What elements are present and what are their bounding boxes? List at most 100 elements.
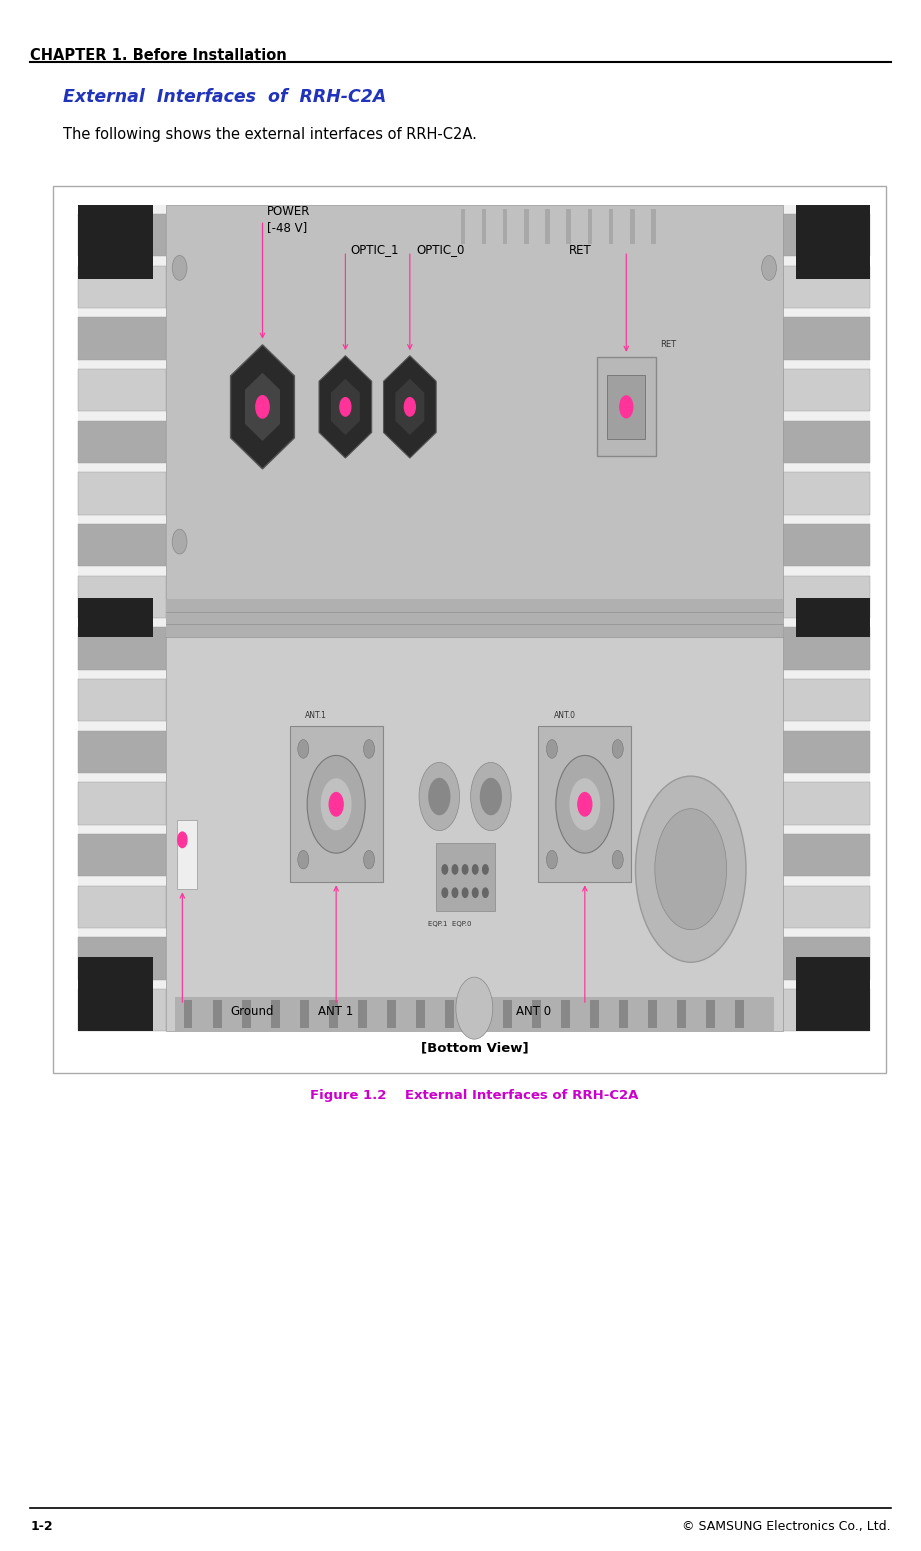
Bar <box>78 420 166 464</box>
Bar <box>387 1000 395 1028</box>
Bar <box>503 1000 511 1028</box>
Circle shape <box>620 396 633 417</box>
Bar <box>607 375 646 439</box>
Circle shape <box>329 793 344 816</box>
Circle shape <box>612 740 624 758</box>
Text: External  Interfaces  of  RRH-C2A: External Interfaces of RRH-C2A <box>63 88 386 107</box>
Text: ANT.1: ANT.1 <box>305 710 327 720</box>
Bar <box>783 627 870 670</box>
Bar <box>590 1000 599 1028</box>
Text: ANT.0: ANT.0 <box>554 710 576 720</box>
Circle shape <box>635 776 746 962</box>
Circle shape <box>462 889 468 898</box>
Bar <box>619 1000 628 1028</box>
Circle shape <box>297 850 309 869</box>
Circle shape <box>172 256 187 281</box>
Bar <box>78 731 166 772</box>
Bar <box>503 209 507 244</box>
Bar <box>78 473 166 515</box>
Text: ANT 0: ANT 0 <box>516 1005 551 1017</box>
Bar <box>78 834 166 876</box>
Circle shape <box>483 889 488 898</box>
Bar <box>545 209 550 244</box>
Circle shape <box>364 850 375 869</box>
Text: OPTIC_0: OPTIC_0 <box>416 244 465 256</box>
Bar <box>783 318 870 360</box>
Circle shape <box>612 850 624 869</box>
Circle shape <box>452 889 458 898</box>
Bar <box>783 834 870 876</box>
Bar <box>630 209 635 244</box>
Text: Ground: Ground <box>230 1005 274 1017</box>
Bar <box>783 886 870 927</box>
Bar <box>358 1000 367 1028</box>
Bar <box>329 1000 337 1028</box>
Bar <box>78 627 166 670</box>
Circle shape <box>456 977 493 1039</box>
Bar <box>445 1000 453 1028</box>
Bar <box>783 524 870 566</box>
Text: CHAPTER 1. Before Installation: CHAPTER 1. Before Installation <box>30 48 287 64</box>
Bar <box>706 1000 715 1028</box>
Bar <box>184 1000 192 1028</box>
Circle shape <box>442 865 448 875</box>
Bar <box>271 1000 280 1028</box>
Polygon shape <box>383 355 437 458</box>
Text: 1-2: 1-2 <box>30 1520 53 1532</box>
Text: ANT 1: ANT 1 <box>318 1005 353 1017</box>
Polygon shape <box>319 355 372 458</box>
Circle shape <box>577 793 592 816</box>
Bar <box>539 726 631 883</box>
Bar <box>783 369 870 411</box>
Circle shape <box>471 763 511 831</box>
Bar <box>78 369 166 411</box>
Circle shape <box>404 397 415 416</box>
Circle shape <box>462 865 468 875</box>
Bar <box>566 209 571 244</box>
Bar <box>735 1000 743 1028</box>
Circle shape <box>472 865 478 875</box>
Polygon shape <box>331 378 360 434</box>
Bar <box>242 1000 251 1028</box>
Bar <box>783 214 870 256</box>
Bar <box>78 886 166 927</box>
Text: © SAMSUNG Electronics Co., Ltd.: © SAMSUNG Electronics Co., Ltd. <box>682 1520 891 1532</box>
Text: Figure 1.2    External Interfaces of RRH-C2A: Figure 1.2 External Interfaces of RRH-C2… <box>310 1089 638 1101</box>
Text: OPTIC_1: OPTIC_1 <box>350 244 399 256</box>
Bar <box>78 575 166 619</box>
Circle shape <box>546 850 557 869</box>
Polygon shape <box>230 344 295 468</box>
Bar <box>783 937 870 980</box>
Bar <box>213 1000 221 1028</box>
Circle shape <box>452 865 458 875</box>
Circle shape <box>256 396 269 419</box>
Polygon shape <box>245 372 280 440</box>
Circle shape <box>655 808 727 929</box>
Bar <box>78 214 166 256</box>
Bar <box>166 599 783 636</box>
Text: EQP.1  EQP.0: EQP.1 EQP.0 <box>428 921 472 926</box>
Circle shape <box>419 763 460 831</box>
Circle shape <box>428 777 450 816</box>
Bar <box>416 1000 425 1028</box>
Bar <box>783 473 870 515</box>
Text: RET: RET <box>660 341 677 349</box>
Bar <box>175 997 774 1031</box>
Circle shape <box>172 529 187 554</box>
Polygon shape <box>395 378 425 434</box>
Bar <box>78 782 166 825</box>
Bar <box>588 209 592 244</box>
Bar <box>783 782 870 825</box>
Bar <box>648 1000 657 1028</box>
Bar <box>796 597 870 636</box>
Bar <box>166 625 783 1031</box>
Bar <box>290 726 382 883</box>
Bar <box>300 1000 309 1028</box>
Bar <box>796 205 870 279</box>
Text: [Bottom View]: [Bottom View] <box>421 1042 528 1055</box>
Text: The following shows the external interfaces of RRH-C2A.: The following shows the external interfa… <box>63 127 476 143</box>
Circle shape <box>762 256 776 281</box>
Circle shape <box>442 889 448 898</box>
Bar <box>597 357 656 456</box>
Bar <box>78 205 870 1031</box>
